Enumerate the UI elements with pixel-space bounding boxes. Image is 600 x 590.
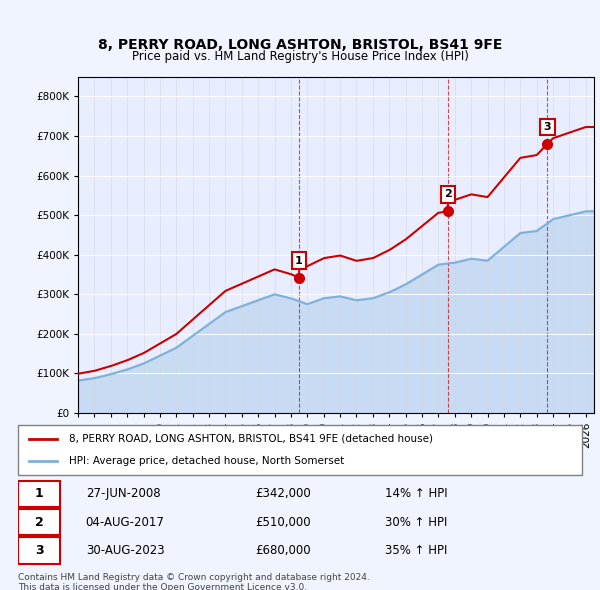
Text: £342,000: £342,000 — [255, 487, 311, 500]
Text: Price paid vs. HM Land Registry's House Price Index (HPI): Price paid vs. HM Land Registry's House … — [131, 50, 469, 63]
Text: 3: 3 — [544, 122, 551, 132]
Text: 1: 1 — [35, 487, 44, 500]
Text: 8, PERRY ROAD, LONG ASHTON, BRISTOL, BS41 9FE (detached house): 8, PERRY ROAD, LONG ASHTON, BRISTOL, BS4… — [69, 434, 433, 444]
FancyBboxPatch shape — [18, 537, 60, 564]
Text: 27-JUN-2008: 27-JUN-2008 — [86, 487, 160, 500]
Text: 1: 1 — [295, 256, 303, 266]
FancyBboxPatch shape — [18, 509, 60, 536]
Text: HPI: Average price, detached house, North Somerset: HPI: Average price, detached house, Nort… — [69, 456, 344, 466]
FancyBboxPatch shape — [18, 480, 60, 507]
Text: 8, PERRY ROAD, LONG ASHTON, BRISTOL, BS41 9FE: 8, PERRY ROAD, LONG ASHTON, BRISTOL, BS4… — [98, 38, 502, 53]
Text: 30% ↑ HPI: 30% ↑ HPI — [385, 516, 447, 529]
Text: £510,000: £510,000 — [255, 516, 311, 529]
Text: 14% ↑ HPI: 14% ↑ HPI — [385, 487, 447, 500]
Text: 35% ↑ HPI: 35% ↑ HPI — [385, 544, 447, 557]
Text: 2: 2 — [444, 189, 452, 199]
Text: 04-AUG-2017: 04-AUG-2017 — [86, 516, 164, 529]
Text: This data is licensed under the Open Government Licence v3.0.: This data is licensed under the Open Gov… — [18, 583, 307, 590]
Text: 30-AUG-2023: 30-AUG-2023 — [86, 544, 164, 557]
Text: 2: 2 — [35, 516, 44, 529]
Text: £680,000: £680,000 — [255, 544, 311, 557]
FancyBboxPatch shape — [18, 425, 582, 475]
Text: 3: 3 — [35, 544, 43, 557]
Text: Contains HM Land Registry data © Crown copyright and database right 2024.: Contains HM Land Registry data © Crown c… — [18, 573, 370, 582]
